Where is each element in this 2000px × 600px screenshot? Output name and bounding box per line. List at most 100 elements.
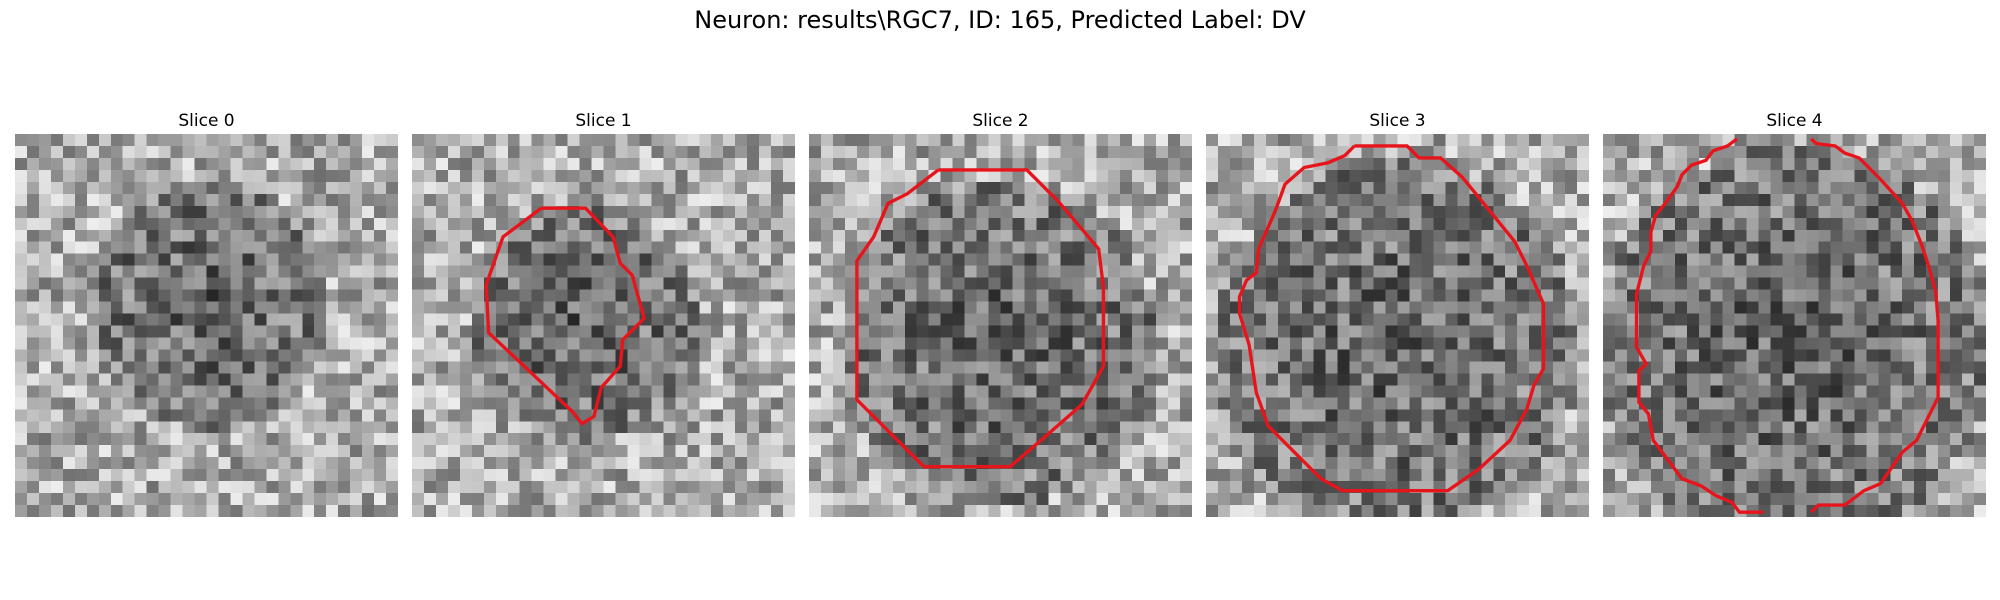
pixel [182,361,195,374]
pixel [747,505,760,517]
pixel [928,337,941,350]
pixel [1553,289,1566,302]
pixel [880,433,894,446]
pixel [314,277,327,290]
pixel [1445,505,1458,517]
pixel [783,349,795,362]
pixel [1746,253,1759,266]
pixel [1180,265,1192,278]
pixel [904,134,917,147]
pixel [122,349,135,362]
pixel [1289,313,1302,326]
pixel [531,134,544,147]
pixel [1902,134,1915,147]
pixel [1854,181,1867,195]
pixel [98,134,111,147]
pixel [1421,265,1434,278]
pixel [1445,397,1458,410]
pixel [1746,313,1759,326]
pixel [1277,325,1291,338]
pixel [1000,277,1013,290]
pixel [62,277,76,290]
pixel [687,301,700,314]
pixel [218,265,231,278]
pixel [146,289,159,302]
pixel [1206,433,1219,446]
pixel [1048,493,1061,506]
pixel [1229,241,1243,254]
pixel [1746,361,1759,374]
pixel [290,361,303,374]
pixel [1024,325,1037,338]
pixel [1565,397,1578,410]
pixel [1349,134,1362,147]
panel-slice-3: Slice 3 [1206,108,1589,517]
pixel [459,265,473,278]
pixel [26,181,40,195]
pixel [1277,433,1291,446]
pixel [579,373,592,386]
pixel [302,289,315,302]
pixel [1902,337,1915,350]
pixel [1758,289,1771,302]
pixel [1253,493,1267,506]
pixel [1265,301,1279,314]
pixel [483,469,497,482]
pixel [1529,313,1542,326]
pixel [1674,421,1688,434]
pixel [338,493,351,506]
pixel [26,217,40,230]
pixel [170,277,183,290]
pixel [1156,421,1169,434]
pixel [1674,397,1688,410]
pixel [952,217,965,230]
pixel [459,193,473,207]
pixel [158,193,171,207]
pixel [1914,169,1927,183]
pixel [699,301,712,314]
pixel [1674,361,1688,374]
pixel [856,181,870,195]
pixel [194,361,207,374]
pixel [122,289,135,302]
slice-image [412,134,795,517]
pixel [1084,361,1097,374]
pixel [615,145,628,159]
pixel [940,253,953,266]
pixel [507,373,520,386]
pixel [1529,349,1542,362]
pixel [1072,145,1085,159]
pixel [783,373,795,386]
pixel [747,397,760,410]
pixel [555,253,568,266]
pixel [1457,385,1470,398]
pixel [1662,289,1676,302]
pixel [856,361,870,374]
pixel [1734,349,1747,362]
pixel [1603,397,1616,410]
pixel [350,361,363,374]
pixel [230,337,243,350]
pixel [1818,445,1831,458]
pixel [412,169,425,183]
pixel [110,169,123,183]
pixel [940,385,953,398]
pixel [1914,265,1927,278]
pixel [471,505,485,517]
pixel [1433,313,1446,326]
pixel [809,337,822,350]
pixel [62,481,76,494]
pixel [471,217,485,230]
pixel [651,313,664,326]
pixel [1180,325,1192,338]
pixel [362,385,375,398]
pixel [98,145,111,159]
pixel [1457,134,1470,147]
pixel [567,385,580,398]
pixel [146,433,159,446]
pixel [579,457,592,470]
pixel [1072,241,1085,254]
pixel [868,385,882,398]
pixel [904,397,917,410]
pixel [412,253,425,266]
